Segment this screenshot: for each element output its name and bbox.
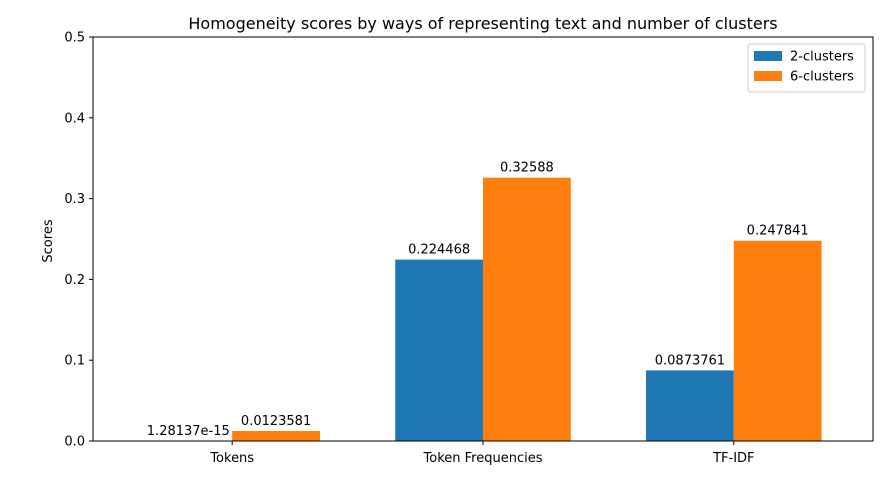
x-tick-label-2: TF-IDF [712,451,754,466]
bar-0-1 [395,259,483,441]
bar-1-2 [733,240,822,441]
data-labels-layer: 1.28137e-15 0.224468 0.0873761 0.0123581 0.3… [147,161,809,439]
legend-label-0: 2-clusters [790,50,854,65]
legend: 2-clusters 6-clusters [747,43,866,93]
y-tick-label-4: 0.4 [64,111,85,126]
bar-1-0 [232,431,320,441]
axes-layer: 0.0 0.1 0.2 0.3 0.4 0.5 Tokens Token Frequencie… [64,31,874,466]
y-tick-label-5: 0.5 [64,31,85,46]
y-tick-label-3: 0.3 [64,192,85,207]
y-tick-label-2: 0.2 [64,273,85,288]
chart-title: Homogeneity scores by ways of representi… [188,14,777,33]
x-tick-label-0: Tokens [209,451,254,466]
bar-1-1 [483,177,571,441]
legend-swatch-0 [754,51,782,61]
y-tick-label-1: 0.1 [64,354,85,369]
y-tick-label-0: 0.0 [64,435,85,450]
data-label-0-0: 1.28137e-15 [147,424,230,439]
data-label-1-2: 0.247841 [747,224,809,239]
legend-label-1: 6-clusters [790,70,854,85]
data-label-0-1: 0.224468 [408,243,470,258]
data-label-0-2: 0.0873761 [655,353,725,368]
bar-0-2 [646,370,734,441]
bars-layer [232,177,822,441]
data-label-1-0: 0.0123581 [241,414,311,429]
legend-swatch-1 [754,71,782,81]
x-tick-label-1: Token Frequencies [423,451,543,466]
data-label-1-1: 0.32588 [500,161,554,176]
y-axis-label: Scores [41,219,56,262]
